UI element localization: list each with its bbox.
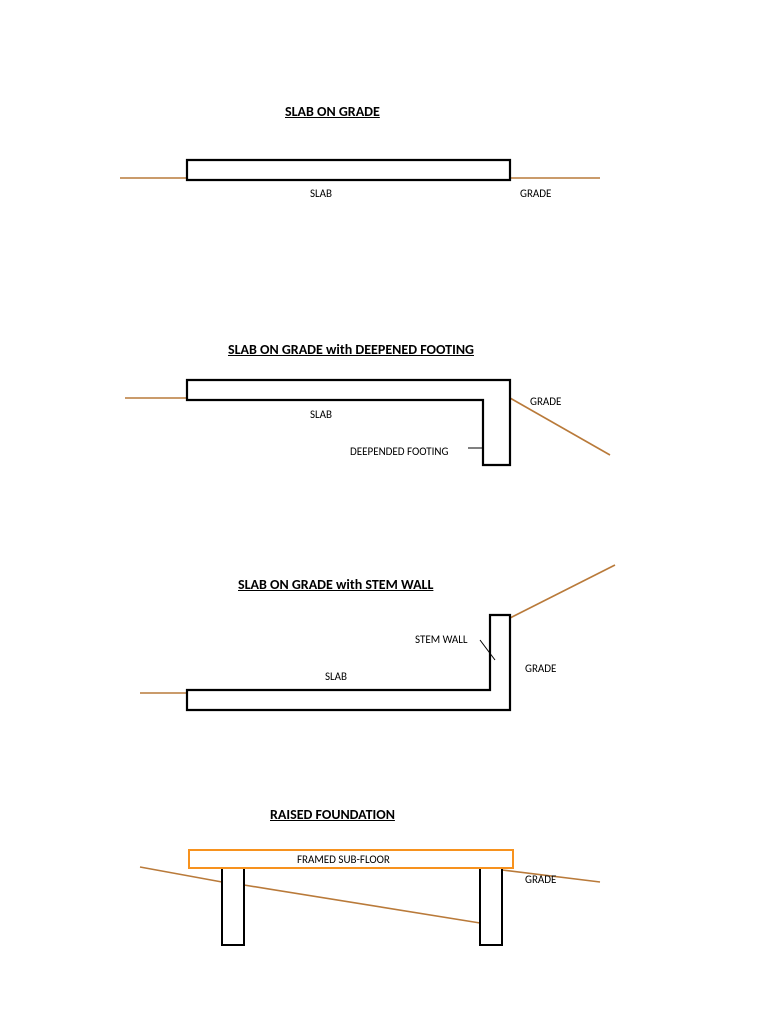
diagram-raised-foundation [0, 0, 773, 1024]
grade-line [140, 867, 222, 882]
pier-outline [222, 868, 244, 945]
label-grade: GRADE [525, 873, 556, 886]
pier-outline [480, 868, 502, 945]
label-framed-subfloor: FRAMED SUB-FLOOR [297, 853, 390, 866]
grade-line [244, 885, 480, 923]
